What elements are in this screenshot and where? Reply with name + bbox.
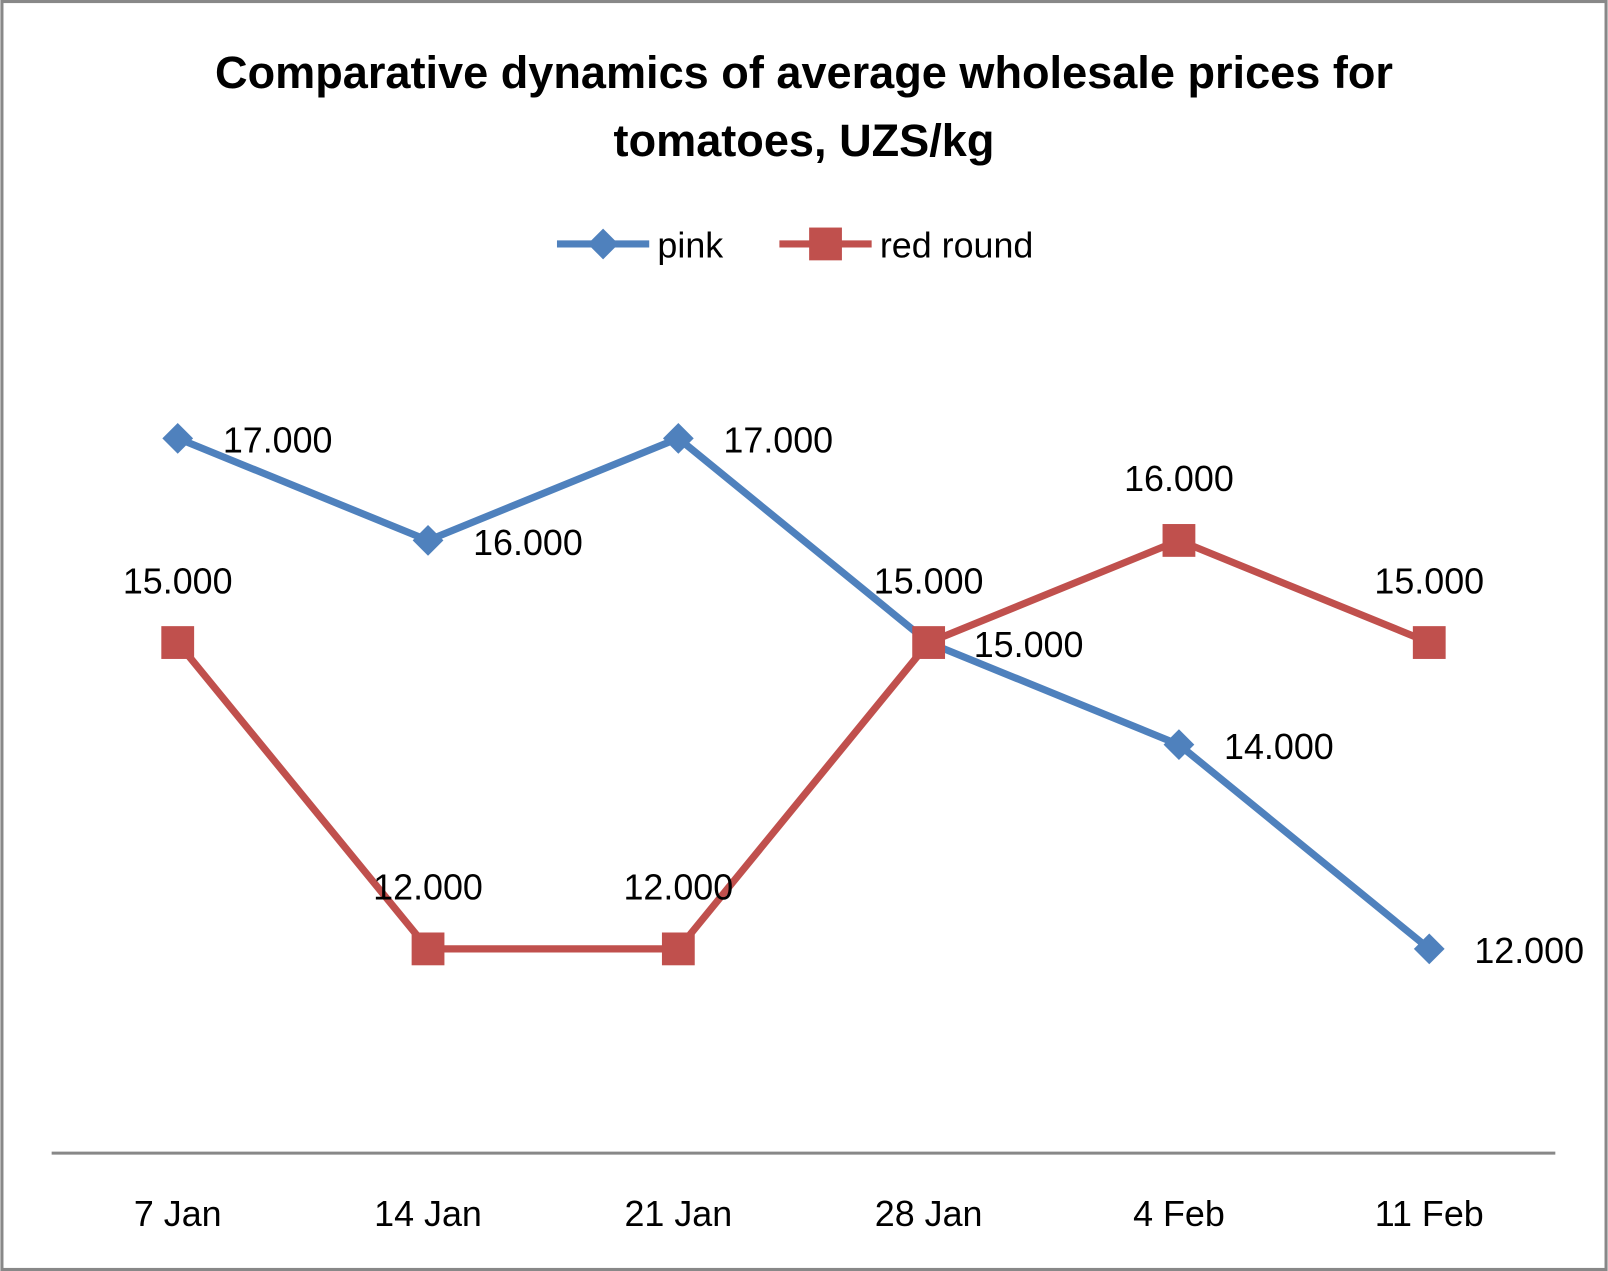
- data-label: 15.000: [123, 561, 233, 601]
- legend-label: red round: [880, 225, 1034, 265]
- data-label: 15.000: [874, 561, 984, 601]
- diamond-marker: [662, 422, 694, 454]
- diamond-marker: [412, 525, 444, 556]
- legend-item: red round: [779, 225, 1033, 265]
- plot-area: 17.00016.00017.00015.00014.00012.00015.0…: [123, 421, 1584, 972]
- diamond-marker: [1163, 729, 1195, 761]
- x-axis-tick-labels: 7 Jan 14 Jan 21 Jan 28 Jan 4 Feb 11 Feb: [134, 1194, 1484, 1234]
- x-tick-label: 11 Feb: [1375, 1194, 1484, 1234]
- data-label: 16.000: [1124, 459, 1234, 499]
- square-marker: [1412, 626, 1446, 659]
- x-tick-label: 21 Jan: [624, 1194, 732, 1234]
- diamond-marker: [162, 422, 194, 454]
- diamond-marker: [587, 228, 619, 260]
- data-label: 16.000: [473, 523, 583, 563]
- square-marker: [912, 626, 946, 659]
- square-marker: [1162, 524, 1196, 557]
- chart-title-line-1: Comparative dynamics of average wholesal…: [215, 47, 1393, 98]
- x-tick-label: 7 Jan: [134, 1194, 222, 1234]
- square-marker: [809, 227, 842, 261]
- data-label: 17.000: [723, 421, 833, 461]
- data-label: 14.000: [1224, 727, 1334, 767]
- x-tick-label: 14 Jan: [374, 1194, 482, 1234]
- square-marker: [661, 932, 695, 966]
- data-label: 15.000: [974, 625, 1084, 665]
- data-label: 12.000: [1474, 931, 1584, 971]
- series-line: [176, 434, 1432, 952]
- legend-label: pink: [657, 225, 723, 265]
- legend: pink red round: [556, 225, 1033, 265]
- data-label: 12.000: [373, 868, 483, 908]
- square-marker: [161, 626, 195, 659]
- series-red-round: 15.000 12.000 12.000 15.000 16.000 15.000: [123, 459, 1484, 966]
- chart-title-line-2: tomatoes, UZS/kg: [614, 115, 995, 166]
- x-tick-label: 28 Jan: [875, 1194, 983, 1234]
- x-tick-label: 4 Feb: [1133, 1194, 1225, 1234]
- legend-item: pink: [556, 225, 723, 265]
- data-label: 15.000: [1374, 561, 1484, 601]
- data-label: 12.000: [623, 868, 733, 908]
- diamond-marker: [1413, 933, 1445, 965]
- square-marker: [411, 932, 445, 966]
- data-label: 17.000: [223, 421, 333, 461]
- series-line: [174, 536, 1431, 953]
